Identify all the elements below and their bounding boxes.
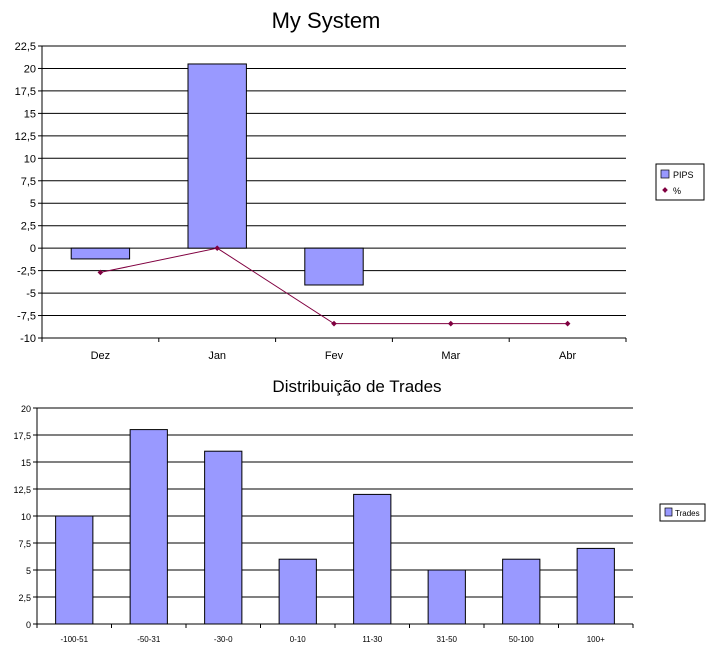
bar [353, 493, 392, 625]
legend-pct-label: % [673, 186, 681, 196]
x-tick-label: -50-31 [137, 635, 161, 644]
x-tick-label: Mar [441, 350, 460, 362]
chart1-legend: PIPS % [655, 163, 705, 201]
chart2-x-ticks: -100-51 -50-31 -30-0 0-10 11-30 31-50 50-100 10… [60, 635, 605, 644]
bar [576, 547, 615, 625]
x-tick-label: Fev [325, 350, 344, 362]
bar [427, 569, 466, 625]
y-tick-label: 12,5 [15, 131, 36, 143]
chart2-bars [55, 429, 615, 625]
chart2-gridlines [37, 407, 633, 625]
y-tick-label: 0 [30, 243, 36, 255]
chart1-y-ticks: 22,5 20 17,5 15 12,5 10 7,5 5 2,5 0 -2,5 -5 -7,5 -10 [15, 41, 36, 345]
y-tick-label: 0 [26, 620, 31, 630]
legend-trades-label: Trades [675, 509, 700, 518]
legend-pct-marker [662, 187, 668, 193]
chart2-legend: Trades [659, 503, 706, 522]
x-tick-label: Abr [559, 350, 576, 362]
line-point [214, 245, 221, 251]
line-point [447, 320, 454, 327]
chart2-axes [33, 407, 634, 628]
bar [304, 247, 364, 286]
y-tick-label: -5 [26, 288, 36, 300]
legend-pips-label: PIPS [673, 170, 694, 180]
x-tick-label: Jan [208, 350, 226, 362]
bar [70, 247, 131, 260]
x-tick-label: 100+ [587, 635, 605, 644]
chart1-x-ticks: Dez Jan Fev Mar Abr [91, 350, 577, 362]
y-tick-label: 10 [21, 512, 31, 522]
y-tick-label: 15 [21, 458, 31, 468]
x-tick-label: -100-51 [60, 635, 88, 644]
chart2-y-ticks: 20 17,5 15 12,5 10 7,5 5 2,5 0 [13, 404, 31, 630]
bar [502, 558, 541, 625]
legend-trades-swatch [664, 507, 673, 517]
legend-pips-swatch [660, 169, 670, 179]
y-tick-label: 20 [24, 63, 36, 75]
x-tick-label: 11-30 [362, 635, 382, 644]
y-tick-label: 2,5 [21, 221, 36, 233]
y-tick-label: 20 [21, 404, 31, 414]
y-tick-label: 17,5 [15, 86, 36, 98]
chart1-title: My System [272, 8, 381, 33]
x-tick-label: 31-50 [437, 635, 458, 644]
y-tick-label: 7,5 [18, 539, 31, 549]
x-tick-label: Dez [91, 350, 111, 362]
chart1-gridlines [42, 45, 626, 339]
y-tick-label: 10 [24, 153, 36, 165]
y-tick-label: 5 [30, 198, 36, 210]
chart1-bars [70, 63, 364, 286]
x-tick-label: 50-100 [509, 635, 534, 644]
line-point [331, 320, 337, 327]
chart1-line-series [97, 245, 571, 327]
y-tick-label: 12,5 [13, 485, 31, 495]
y-tick-label: 15 [24, 108, 36, 120]
bar [204, 450, 243, 625]
chart1-axes [38, 45, 627, 342]
chart2-title: Distribuição de Trades [272, 377, 441, 396]
y-tick-label: 2,5 [18, 593, 31, 603]
bar [55, 515, 94, 625]
bar [129, 429, 168, 625]
bar [278, 558, 317, 625]
y-tick-label: -10 [20, 333, 36, 345]
y-tick-label: -7,5 [17, 311, 36, 323]
y-tick-label: -2,5 [17, 266, 36, 278]
bar [187, 63, 247, 249]
y-tick-label: 22,5 [15, 41, 36, 53]
y-tick-label: 17,5 [13, 431, 31, 441]
x-tick-label: 0-10 [290, 635, 307, 644]
line-point [564, 320, 571, 327]
x-tick-label: -30-0 [214, 635, 233, 644]
y-tick-label: 7,5 [21, 176, 36, 188]
y-tick-label: 5 [26, 566, 31, 576]
line-point [97, 269, 104, 276]
